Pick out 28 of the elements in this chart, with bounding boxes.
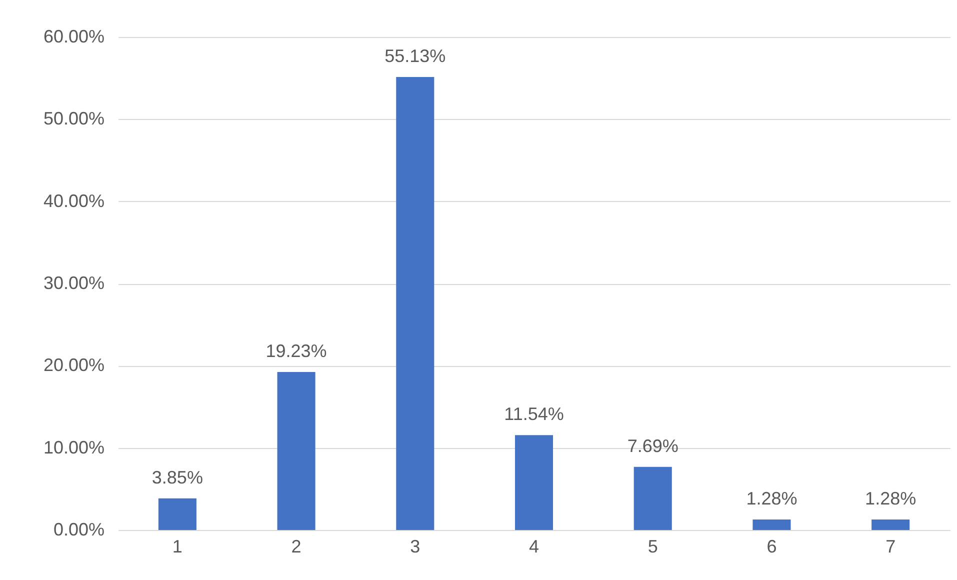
y-tick-label: 30.00% [43, 273, 104, 293]
data-label: 3.85% [152, 467, 203, 488]
y-tick-label: 40.00% [43, 190, 104, 211]
bar [158, 498, 196, 530]
x-tick-label: 6 [766, 536, 777, 556]
x-tick-label: 3 [410, 536, 420, 556]
bar [634, 466, 672, 530]
y-tick-label: 0.00% [53, 520, 104, 540]
y-tick-label: 10.00% [43, 437, 104, 458]
bar [396, 77, 434, 530]
data-label: 7.69% [627, 436, 678, 456]
bar [514, 435, 554, 530]
data-label: 55.13% [384, 46, 446, 66]
y-tick-label: 50.00% [43, 108, 104, 129]
data-label: 19.23% [266, 340, 327, 361]
x-tick-label: 7 [886, 536, 896, 556]
data-label: 11.54% [504, 404, 564, 424]
x-tick-label: 4 [528, 536, 540, 556]
x-tick-label: 5 [648, 536, 658, 556]
x-tick-label: 1 [172, 536, 182, 556]
data-label: 1.28% [746, 488, 798, 508]
y-tick-label: 60.00% [43, 26, 104, 46]
bar [872, 519, 910, 530]
y-tick-label: 20.00% [43, 355, 104, 376]
data-label: 1.28% [865, 488, 916, 508]
bar [752, 519, 791, 530]
x-tick-label: 2 [291, 536, 302, 556]
bar [277, 372, 316, 530]
